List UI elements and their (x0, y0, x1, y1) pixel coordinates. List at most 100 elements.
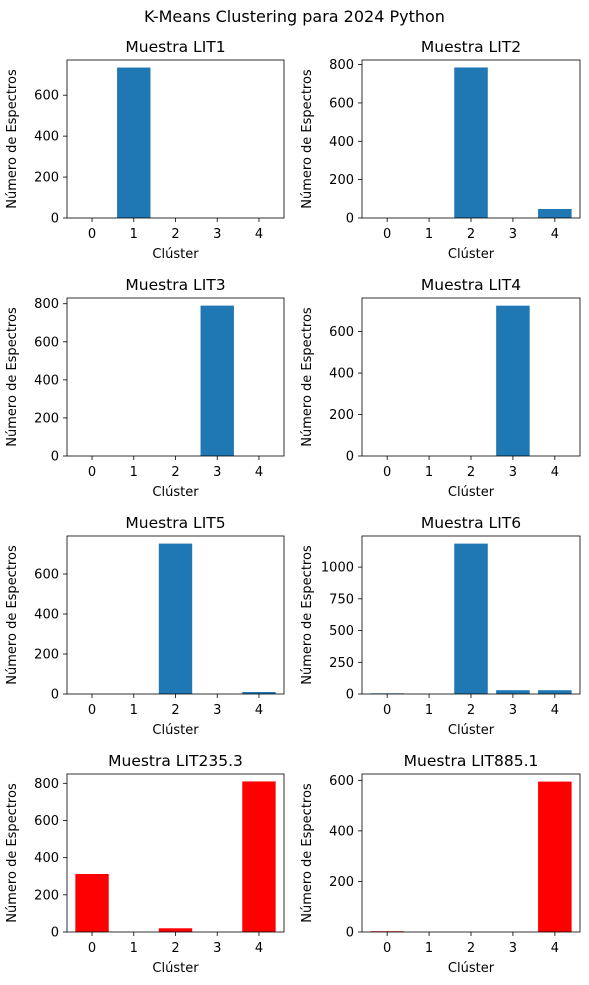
x-axis-label: Clúster (448, 723, 495, 738)
y-tick-label: 400 (34, 130, 59, 145)
y-tick-label: 400 (329, 135, 354, 150)
y-tick-label: 600 (329, 96, 354, 111)
x-tick-label: 2 (171, 227, 179, 242)
bar-cluster-3 (200, 305, 234, 456)
y-tick-label: 400 (34, 608, 59, 623)
bar-cluster-2 (158, 543, 193, 694)
subplot-title: Muestra LIT235.3 (108, 752, 243, 770)
y-axis-label: Número de Espectros (300, 783, 315, 923)
figure-title: K-Means Clustering para 2024 Python (144, 7, 445, 26)
x-tick-label: 3 (213, 465, 221, 480)
y-axis-label: Número de Espectros (300, 545, 315, 685)
x-tick-label: 0 (88, 941, 96, 956)
y-tick-label: 500 (329, 624, 354, 639)
bar-cluster-4 (242, 781, 276, 932)
x-tick-label: 4 (255, 941, 263, 956)
x-tick-label: 2 (467, 941, 475, 956)
x-tick-label: 3 (509, 227, 517, 242)
y-tick-label: 250 (329, 656, 354, 671)
x-tick-label: 3 (509, 465, 517, 480)
x-tick-label: 2 (171, 465, 179, 480)
axes-frame (66, 59, 285, 219)
subplot-title: Muestra LIT6 (421, 514, 521, 532)
y-tick-label: 0 (51, 688, 59, 703)
subplot-5: 0 1 2 3 4 0 200 400 600 Muestra LIT5 Clúster Número… (5, 514, 285, 738)
x-tick-label: 4 (551, 465, 559, 480)
y-tick-label: 800 (34, 777, 59, 792)
y-tick-label: 600 (329, 774, 354, 789)
x-tick-label: 4 (255, 703, 263, 718)
y-tick-label: 400 (34, 851, 59, 866)
x-tick-label: 0 (88, 227, 96, 242)
axes-frame (66, 297, 285, 457)
x-tick-label: 2 (467, 465, 475, 480)
bar-cluster-2 (454, 67, 488, 219)
y-tick-label: 600 (34, 568, 59, 583)
y-axis-label: Número de Espectros (5, 783, 20, 923)
x-tick-label: 3 (213, 703, 221, 718)
x-axis-label: Clúster (448, 485, 495, 500)
y-tick-label: 200 (329, 173, 354, 188)
y-tick-label: 600 (34, 335, 59, 350)
y-tick-label: 0 (346, 212, 354, 227)
bar-cluster-4 (538, 208, 572, 218)
y-tick-label: 600 (329, 325, 354, 340)
bar-cluster-2 (454, 543, 488, 694)
subplot-3: 0 1 2 3 4 0 200 400 600 800 Muestra LIT3 Clúster Núm… (5, 276, 285, 500)
subplot-2: 0 1 2 3 4 0 200 400 600 800 Muestra LIT2 Clúster Núm… (300, 38, 581, 262)
y-tick-label: 200 (34, 648, 59, 663)
y-tick-label: 0 (51, 212, 59, 227)
x-tick-label: 1 (425, 465, 433, 480)
y-tick-label: 200 (329, 875, 354, 890)
y-tick-label: 400 (329, 367, 354, 382)
y-axis-label: Número de Espectros (5, 69, 20, 209)
y-tick-label: 0 (51, 450, 59, 465)
x-axis-label: Clúster (152, 961, 199, 976)
x-tick-label: 1 (130, 227, 138, 242)
subplot-title: Muestra LIT885.1 (404, 752, 539, 770)
y-axis-label: Número de Espectros (5, 545, 20, 685)
y-tick-label: 1000 (321, 561, 354, 576)
subplot-1: 0 1 2 3 4 0 200 400 600 Muestra LIT1 Clúster Número… (5, 38, 285, 262)
x-tick-label: 0 (383, 941, 391, 956)
x-tick-label: 0 (88, 465, 96, 480)
y-tick-label: 600 (34, 814, 59, 829)
bar-cluster-4 (538, 781, 572, 932)
subplot-title: Muestra LIT2 (421, 38, 521, 56)
x-tick-label: 2 (171, 703, 179, 718)
x-axis-label: Clúster (152, 485, 199, 500)
bar-cluster-4 (242, 692, 276, 694)
y-tick-label: 200 (34, 411, 59, 426)
x-tick-label: 4 (255, 227, 263, 242)
x-tick-label: 4 (551, 941, 559, 956)
x-tick-label: 3 (213, 941, 221, 956)
subplot-7: 0 1 2 3 4 0 200 400 600 800 Muestra LIT235.3 Clúste… (5, 752, 285, 976)
bar-cluster-1 (117, 67, 151, 218)
y-axis-label: Número de Espectros (300, 69, 315, 209)
y-tick-label: 400 (34, 373, 59, 388)
x-tick-label: 2 (467, 227, 475, 242)
x-tick-label: 0 (383, 227, 391, 242)
y-tick-label: 200 (34, 171, 59, 186)
x-tick-label: 0 (88, 703, 96, 718)
x-tick-label: 3 (213, 227, 221, 242)
subplot-title: Muestra LIT1 (125, 38, 225, 56)
x-tick-label: 4 (551, 227, 559, 242)
y-tick-label: 600 (34, 89, 59, 104)
y-tick-label: 0 (346, 450, 354, 465)
y-tick-label: 0 (51, 926, 59, 941)
x-tick-label: 1 (425, 227, 433, 242)
y-axis-label: Número de Espectros (5, 307, 20, 447)
subplot-8: 0 1 2 3 4 0 200 400 600 Muestra LIT885.1 Clúster Nú… (300, 752, 581, 976)
y-tick-label: 800 (34, 297, 59, 312)
x-axis-label: Clúster (152, 723, 199, 738)
subplot-6: 0 1 2 3 4 0 250 500 750 1000 Muestra LIT6 Clúster Nú… (300, 514, 581, 738)
y-tick-label: 200 (34, 888, 59, 903)
x-tick-label: 4 (551, 703, 559, 718)
bar-cluster-0 (75, 874, 109, 932)
x-tick-label: 1 (425, 941, 433, 956)
y-tick-label: 0 (346, 926, 354, 941)
x-axis-label: Clúster (448, 961, 495, 976)
subplot-title: Muestra LIT3 (125, 276, 225, 294)
